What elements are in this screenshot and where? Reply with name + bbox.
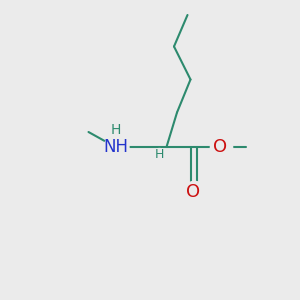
Text: O: O <box>186 183 201 201</box>
Text: NH: NH <box>103 138 128 156</box>
Text: H: H <box>154 148 164 161</box>
Text: H: H <box>110 123 121 136</box>
Text: O: O <box>213 138 228 156</box>
